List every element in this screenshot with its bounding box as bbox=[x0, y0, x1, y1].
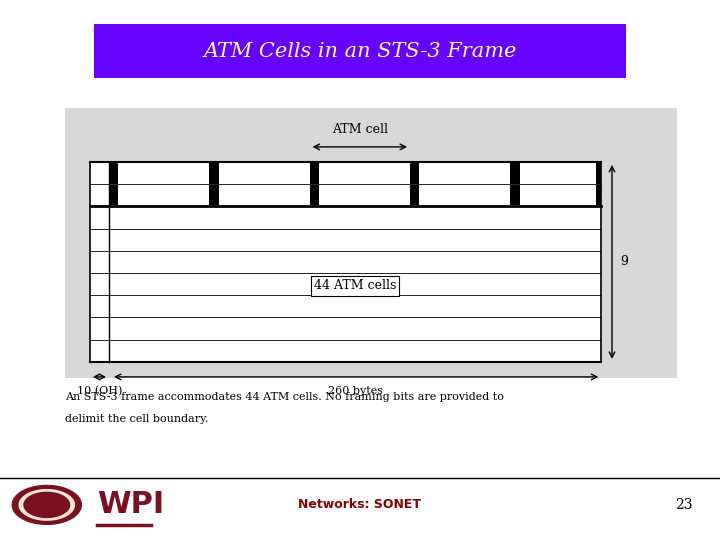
Text: 44 ATM cells: 44 ATM cells bbox=[314, 279, 396, 292]
Polygon shape bbox=[23, 492, 71, 518]
Text: WPI: WPI bbox=[97, 490, 164, 519]
Text: 23: 23 bbox=[675, 498, 693, 512]
Text: ATM Cells in an STS-3 Frame: ATM Cells in an STS-3 Frame bbox=[203, 42, 517, 61]
Bar bbox=[310, 185, 319, 205]
Bar bbox=[210, 162, 219, 184]
Text: Networks: SONET: Networks: SONET bbox=[299, 498, 421, 511]
Text: 260 bytes: 260 bytes bbox=[328, 386, 382, 396]
Text: ATM cell: ATM cell bbox=[332, 123, 388, 136]
Bar bbox=[94, 24, 626, 78]
Bar bbox=[109, 185, 118, 205]
Bar bbox=[595, 185, 601, 205]
Bar bbox=[65, 108, 677, 378]
Bar bbox=[210, 185, 219, 205]
Polygon shape bbox=[19, 489, 75, 521]
Bar bbox=[595, 162, 601, 184]
Bar bbox=[109, 162, 118, 184]
Text: 9: 9 bbox=[621, 255, 629, 268]
Text: delimit the cell boundary.: delimit the cell boundary. bbox=[65, 414, 208, 424]
Polygon shape bbox=[12, 485, 81, 524]
Bar bbox=[510, 185, 520, 205]
Bar bbox=[510, 162, 520, 184]
Text: An STS-3 frame accommodates 44 ATM cells. No framing bits are provided to: An STS-3 frame accommodates 44 ATM cells… bbox=[65, 392, 504, 402]
Bar bbox=[310, 162, 319, 184]
Bar bbox=[90, 162, 601, 362]
Bar bbox=[410, 185, 420, 205]
Text: 10 (OH): 10 (OH) bbox=[77, 386, 122, 396]
Bar bbox=[410, 162, 420, 184]
